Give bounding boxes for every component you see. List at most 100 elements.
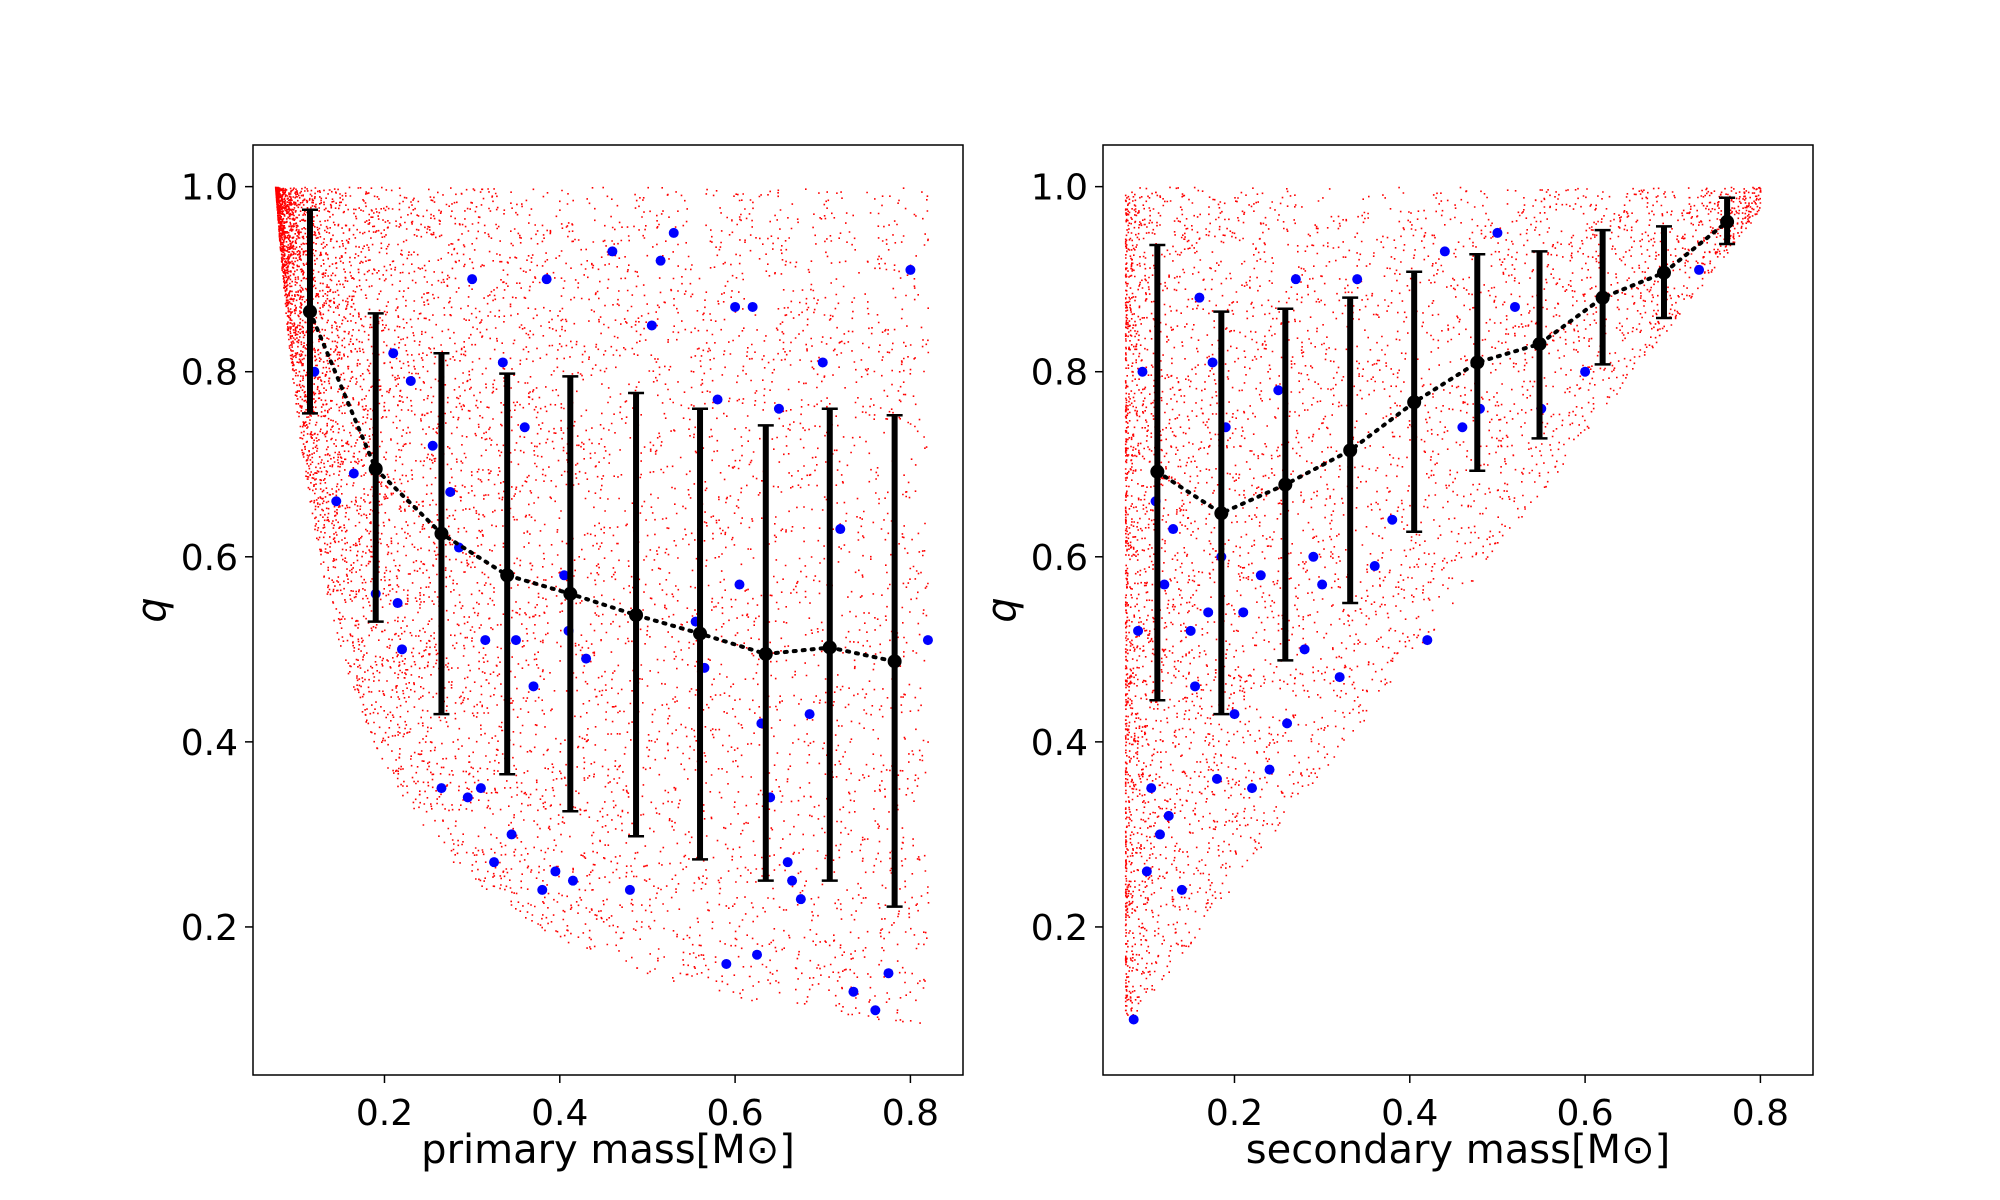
- observed-point: [550, 866, 561, 877]
- x-tick-label: 0.2: [1206, 1093, 1263, 1134]
- observed-point: [348, 468, 359, 479]
- observed-point: [883, 968, 894, 979]
- y-tick-label: 0.6: [1031, 538, 1088, 579]
- observed-point: [1317, 579, 1328, 590]
- binned-mean-point: [1470, 355, 1485, 370]
- left-panel: 0.2 0.4 0.6 0.8 0.2 0.4 0.6 0.8 1.0 primary mass…: [129, 144, 964, 1173]
- right-ticks: 0.2 0.4 0.6 0.8 0.2 0.4 0.6 0.8 1.0: [1031, 168, 1789, 1134]
- x-tick-label: 0.2: [356, 1093, 413, 1134]
- right-panel: 0.2 0.4 0.6 0.8 0.2 0.4 0.6 0.8 1.0 secondary ma…: [979, 144, 1814, 1173]
- observed-point: [506, 829, 517, 840]
- observed-point: [581, 653, 592, 664]
- observed-point: [752, 949, 763, 960]
- observed-point: [773, 403, 784, 414]
- observed-point: [734, 579, 745, 590]
- observed-point: [624, 884, 635, 895]
- observed-point: [1137, 366, 1148, 377]
- observed-point: [1308, 551, 1319, 562]
- binned-mean-point: [693, 626, 708, 641]
- observed-point: [1694, 264, 1705, 275]
- x-tick-label: 0.4: [1381, 1093, 1438, 1134]
- observed-point: [848, 986, 859, 997]
- binned-mean-point: [822, 640, 837, 655]
- binned-mean-point: [1343, 443, 1358, 458]
- observed-point: [480, 635, 491, 646]
- binned-mean-point: [629, 608, 644, 623]
- observed-point: [730, 301, 741, 312]
- observed-point: [475, 783, 486, 794]
- observed-point: [607, 246, 618, 257]
- observed-point: [331, 496, 342, 507]
- binned-mean-point: [1595, 290, 1610, 305]
- binned-mean-point: [758, 646, 773, 661]
- observed-point: [1439, 246, 1450, 257]
- binned-mean-point: [434, 526, 449, 541]
- observed-point: [427, 440, 438, 451]
- observed-point: [1457, 422, 1468, 433]
- observed-point: [497, 357, 508, 368]
- x-tick-label: 0.8: [1732, 1093, 1789, 1134]
- observed-point: [1580, 366, 1591, 377]
- x-tick-label: 0.6: [1556, 1093, 1613, 1134]
- y-tick-label: 0.2: [181, 908, 238, 949]
- observed-point: [1190, 681, 1201, 692]
- observed-point: [436, 783, 447, 794]
- binned-mean-point: [1532, 336, 1547, 351]
- observed-point: [804, 709, 815, 720]
- observed-point: [445, 487, 456, 498]
- observed-point: [655, 255, 666, 266]
- right-binned-means: [1149, 196, 1736, 716]
- observed-point: [1163, 810, 1174, 821]
- observed-point: [795, 894, 806, 905]
- observed-point: [462, 792, 473, 803]
- observed-point: [721, 958, 732, 969]
- binned-mean-point: [1278, 477, 1293, 492]
- observed-point: [1273, 385, 1284, 396]
- observed-point: [1387, 514, 1398, 525]
- left-x-axis-label: primary mass[M⊙]: [421, 1127, 795, 1173]
- observed-point: [747, 301, 758, 312]
- observed-point: [1255, 570, 1266, 581]
- observed-point: [1422, 635, 1433, 646]
- observed-point: [1141, 866, 1152, 877]
- y-tick-label: 0.8: [1031, 353, 1088, 394]
- observed-point: [397, 644, 408, 655]
- observed-point: [817, 357, 828, 368]
- observed-point: [1492, 227, 1503, 238]
- observed-point: [489, 857, 500, 868]
- observed-point: [787, 875, 798, 886]
- observed-point: [646, 320, 657, 331]
- x-tick-label: 0.4: [531, 1093, 588, 1134]
- observed-point: [1159, 579, 1170, 590]
- observed-point: [528, 681, 539, 692]
- observed-point: [782, 857, 793, 868]
- y-tick-label: 1.0: [181, 168, 238, 209]
- binned-mean-point: [1407, 395, 1422, 410]
- observed-point: [1207, 357, 1218, 368]
- observed-point: [537, 884, 548, 895]
- observed-point: [1128, 1014, 1139, 1025]
- observed-point: [559, 570, 570, 581]
- observed-point: [519, 422, 530, 433]
- binned-mean-point: [1720, 214, 1735, 229]
- binned-mean-point: [302, 304, 317, 319]
- observed-point: [1282, 718, 1293, 729]
- binned-mean-point: [1214, 506, 1229, 521]
- y-tick-label: 0.8: [181, 353, 238, 394]
- observed-point: [870, 1005, 881, 1016]
- observed-point: [1185, 625, 1196, 636]
- observed-point: [1264, 764, 1275, 775]
- left-ticks: 0.2 0.4 0.6 0.8 0.2 0.4 0.6 0.8 1.0: [181, 168, 939, 1134]
- observed-point: [835, 524, 846, 535]
- binned-mean-point: [500, 568, 515, 583]
- right-axes-frame: [1102, 144, 1814, 1076]
- observed-point: [1238, 607, 1249, 618]
- left-binned-means: [301, 208, 903, 908]
- observed-point: [467, 274, 478, 285]
- observed-point: [1229, 709, 1240, 720]
- observed-point: [1203, 607, 1214, 618]
- binned-mean-line: [308, 309, 897, 664]
- observed-point: [1299, 644, 1310, 655]
- observed-point: [1352, 274, 1363, 285]
